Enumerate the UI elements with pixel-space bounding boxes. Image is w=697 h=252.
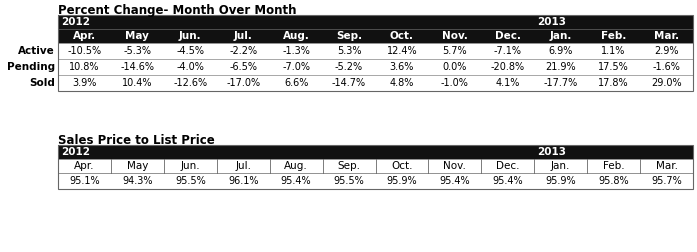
Bar — [58, 159, 693, 173]
Text: Feb.: Feb. — [601, 31, 627, 41]
Text: 2.9%: 2.9% — [654, 46, 679, 56]
Text: Sold: Sold — [29, 78, 55, 88]
Text: -14.6%: -14.6% — [121, 62, 154, 72]
Text: Percent Change- Month Over Month: Percent Change- Month Over Month — [58, 4, 296, 17]
Text: 0.0%: 0.0% — [443, 62, 467, 72]
Text: 2013: 2013 — [537, 17, 566, 27]
Text: 95.5%: 95.5% — [175, 176, 206, 186]
Text: 4.1%: 4.1% — [496, 78, 520, 88]
Text: Dec.: Dec. — [495, 31, 521, 41]
Text: -1.0%: -1.0% — [441, 78, 469, 88]
Bar — [58, 145, 693, 189]
Text: Jun.: Jun. — [179, 31, 201, 41]
Text: -14.7%: -14.7% — [332, 78, 366, 88]
Text: 95.4%: 95.4% — [440, 176, 470, 186]
Text: 95.9%: 95.9% — [387, 176, 418, 186]
Text: 6.9%: 6.9% — [549, 46, 573, 56]
Text: 95.8%: 95.8% — [598, 176, 629, 186]
Text: 10.4%: 10.4% — [122, 78, 153, 88]
Text: Nov.: Nov. — [443, 161, 466, 171]
Text: 5.7%: 5.7% — [443, 46, 467, 56]
Text: Sales Price to List Price: Sales Price to List Price — [58, 134, 215, 147]
Text: Nov.: Nov. — [442, 31, 468, 41]
Text: 10.8%: 10.8% — [69, 62, 100, 72]
Text: Oct.: Oct. — [390, 31, 414, 41]
Text: 95.1%: 95.1% — [69, 176, 100, 186]
Text: 96.1%: 96.1% — [228, 176, 259, 186]
Text: Oct.: Oct. — [391, 161, 413, 171]
Bar — [58, 59, 693, 75]
Text: -10.5%: -10.5% — [68, 46, 102, 56]
Text: -4.5%: -4.5% — [176, 46, 204, 56]
Text: 2013: 2013 — [537, 147, 566, 157]
Text: Jan.: Jan. — [549, 31, 572, 41]
Text: Aug.: Aug. — [283, 31, 309, 41]
Text: 2012: 2012 — [61, 147, 90, 157]
Text: Sep.: Sep. — [336, 31, 362, 41]
Bar — [58, 75, 693, 91]
Text: Jan.: Jan. — [551, 161, 570, 171]
Text: 17.8%: 17.8% — [598, 78, 629, 88]
Text: 95.5%: 95.5% — [334, 176, 365, 186]
Text: 3.6%: 3.6% — [390, 62, 414, 72]
Text: 95.7%: 95.7% — [651, 176, 682, 186]
Text: May: May — [127, 161, 148, 171]
Text: -5.3%: -5.3% — [123, 46, 151, 56]
Text: Apr.: Apr. — [74, 161, 95, 171]
Text: 4.8%: 4.8% — [390, 78, 414, 88]
Text: 2012: 2012 — [61, 17, 90, 27]
Text: Mar.: Mar. — [654, 31, 679, 41]
Text: 17.5%: 17.5% — [598, 62, 629, 72]
Text: Sep.: Sep. — [337, 161, 360, 171]
Text: -6.5%: -6.5% — [229, 62, 257, 72]
Text: -1.3%: -1.3% — [282, 46, 310, 56]
Text: Mar.: Mar. — [656, 161, 677, 171]
Text: 21.9%: 21.9% — [545, 62, 576, 72]
Text: Feb.: Feb. — [603, 161, 625, 171]
Bar — [58, 15, 693, 29]
Bar — [58, 145, 693, 159]
Text: Pending: Pending — [7, 62, 55, 72]
Text: Active: Active — [18, 46, 55, 56]
Text: 3.9%: 3.9% — [72, 78, 97, 88]
Bar — [58, 29, 693, 43]
Text: -7.1%: -7.1% — [493, 46, 522, 56]
Text: -1.6%: -1.6% — [652, 62, 680, 72]
Text: 6.6%: 6.6% — [284, 78, 308, 88]
Text: Jul.: Jul. — [233, 31, 252, 41]
Text: -20.8%: -20.8% — [491, 62, 525, 72]
Text: 29.0%: 29.0% — [651, 78, 682, 88]
Text: May: May — [125, 31, 149, 41]
Text: 95.4%: 95.4% — [493, 176, 523, 186]
Text: Dec.: Dec. — [496, 161, 519, 171]
Text: -5.2%: -5.2% — [335, 62, 363, 72]
Bar — [58, 43, 693, 59]
Text: 1.1%: 1.1% — [602, 46, 626, 56]
Text: 5.3%: 5.3% — [337, 46, 361, 56]
Bar — [58, 15, 693, 91]
Text: Apr.: Apr. — [73, 31, 96, 41]
Text: -17.7%: -17.7% — [544, 78, 578, 88]
Text: 95.4%: 95.4% — [281, 176, 312, 186]
Text: 95.9%: 95.9% — [545, 176, 576, 186]
Text: 12.4%: 12.4% — [387, 46, 418, 56]
Text: -12.6%: -12.6% — [174, 78, 207, 88]
Bar — [58, 173, 693, 189]
Text: -7.0%: -7.0% — [282, 62, 310, 72]
Text: Jul.: Jul. — [235, 161, 251, 171]
Text: Jun.: Jun. — [181, 161, 200, 171]
Text: Aug.: Aug. — [284, 161, 308, 171]
Text: 94.3%: 94.3% — [122, 176, 153, 186]
Text: -2.2%: -2.2% — [229, 46, 257, 56]
Text: -17.0%: -17.0% — [226, 78, 260, 88]
Text: -4.0%: -4.0% — [176, 62, 204, 72]
